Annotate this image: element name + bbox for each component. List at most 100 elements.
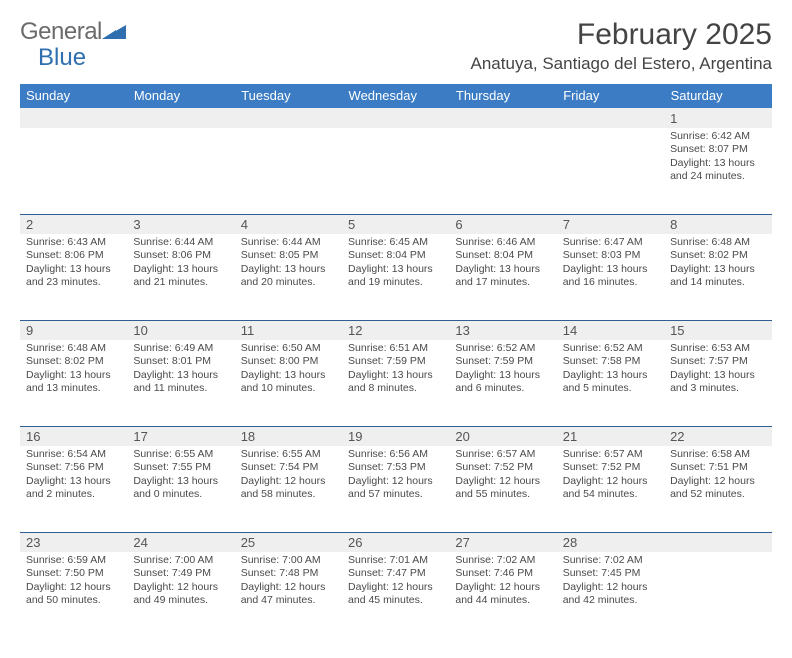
daylight-text: Daylight: 13 hours and 5 minutes.: [563, 369, 658, 396]
day-cell: Sunrise: 6:42 AMSunset: 8:07 PMDaylight:…: [664, 128, 771, 214]
sunrise-text: Sunrise: 6:54 AM: [26, 448, 121, 461]
daylight-text: Daylight: 13 hours and 2 minutes.: [26, 475, 121, 502]
day-number: 17: [133, 429, 147, 444]
day-cell: [342, 128, 449, 214]
day-detail: Sunrise: 6:47 AMSunset: 8:03 PMDaylight:…: [563, 236, 658, 290]
sunrise-text: Sunrise: 6:57 AM: [563, 448, 658, 461]
day-cell: Sunrise: 7:02 AMSunset: 7:45 PMDaylight:…: [557, 552, 664, 638]
day-detail: Sunrise: 6:55 AMSunset: 7:55 PMDaylight:…: [133, 448, 228, 502]
sunset-text: Sunset: 8:05 PM: [241, 249, 336, 262]
day-number-cell: [20, 108, 127, 128]
sunrise-text: Sunrise: 7:02 AM: [455, 554, 550, 567]
day-number-cell: 1: [664, 108, 771, 128]
daylight-text: Daylight: 13 hours and 3 minutes.: [670, 369, 765, 396]
sunset-text: Sunset: 7:52 PM: [563, 461, 658, 474]
day-cell: Sunrise: 6:44 AMSunset: 8:05 PMDaylight:…: [235, 234, 342, 320]
sunset-text: Sunset: 8:04 PM: [348, 249, 443, 262]
sunset-text: Sunset: 7:49 PM: [133, 567, 228, 580]
day-header: Tuesday: [235, 84, 342, 108]
sunset-text: Sunset: 8:06 PM: [26, 249, 121, 262]
day-number: 22: [670, 429, 684, 444]
daylight-text: Daylight: 13 hours and 13 minutes.: [26, 369, 121, 396]
day-number: 13: [455, 323, 469, 338]
sunset-text: Sunset: 7:53 PM: [348, 461, 443, 474]
day-cell: Sunrise: 7:00 AMSunset: 7:49 PMDaylight:…: [127, 552, 234, 638]
sunrise-text: Sunrise: 6:59 AM: [26, 554, 121, 567]
day-detail: Sunrise: 6:49 AMSunset: 8:01 PMDaylight:…: [133, 342, 228, 396]
sunset-text: Sunset: 7:46 PM: [455, 567, 550, 580]
day-cell: [557, 128, 664, 214]
sunset-text: Sunset: 7:59 PM: [455, 355, 550, 368]
sunrise-text: Sunrise: 6:44 AM: [133, 236, 228, 249]
day-number-cell: 9: [20, 320, 127, 340]
day-number-cell: [342, 108, 449, 128]
day-number-cell: 23: [20, 532, 127, 552]
day-cell: [20, 128, 127, 214]
day-cell: Sunrise: 6:56 AMSunset: 7:53 PMDaylight:…: [342, 446, 449, 532]
day-number: 21: [563, 429, 577, 444]
day-detail: Sunrise: 6:59 AMSunset: 7:50 PMDaylight:…: [26, 554, 121, 608]
day-number-cell: 22: [664, 426, 771, 446]
day-detail: Sunrise: 6:52 AMSunset: 7:58 PMDaylight:…: [563, 342, 658, 396]
sunrise-text: Sunrise: 6:57 AM: [455, 448, 550, 461]
sunset-text: Sunset: 7:54 PM: [241, 461, 336, 474]
day-cell: Sunrise: 6:46 AMSunset: 8:04 PMDaylight:…: [449, 234, 556, 320]
day-detail: Sunrise: 6:50 AMSunset: 8:00 PMDaylight:…: [241, 342, 336, 396]
day-cell: Sunrise: 6:48 AMSunset: 8:02 PMDaylight:…: [20, 340, 127, 426]
day-cell: Sunrise: 6:49 AMSunset: 8:01 PMDaylight:…: [127, 340, 234, 426]
daynum-row: 2345678: [20, 214, 772, 234]
week-row: Sunrise: 6:54 AMSunset: 7:56 PMDaylight:…: [20, 446, 772, 532]
daylight-text: Daylight: 12 hours and 57 minutes.: [348, 475, 443, 502]
day-cell: Sunrise: 6:44 AMSunset: 8:06 PMDaylight:…: [127, 234, 234, 320]
day-number-cell: 2: [20, 214, 127, 234]
day-detail: Sunrise: 6:48 AMSunset: 8:02 PMDaylight:…: [670, 236, 765, 290]
day-header: Friday: [557, 84, 664, 108]
sunrise-text: Sunrise: 6:47 AM: [563, 236, 658, 249]
sunrise-text: Sunrise: 7:00 AM: [241, 554, 336, 567]
day-detail: Sunrise: 7:00 AMSunset: 7:48 PMDaylight:…: [241, 554, 336, 608]
sunset-text: Sunset: 8:00 PM: [241, 355, 336, 368]
day-detail: Sunrise: 6:53 AMSunset: 7:57 PMDaylight:…: [670, 342, 765, 396]
sunset-text: Sunset: 8:02 PM: [26, 355, 121, 368]
daylight-text: Daylight: 13 hours and 24 minutes.: [670, 157, 765, 184]
day-cell: Sunrise: 6:48 AMSunset: 8:02 PMDaylight:…: [664, 234, 771, 320]
day-number-cell: [664, 532, 771, 552]
day-number: 10: [133, 323, 147, 338]
sunrise-text: Sunrise: 6:50 AM: [241, 342, 336, 355]
day-detail: Sunrise: 7:02 AMSunset: 7:45 PMDaylight:…: [563, 554, 658, 608]
day-cell: Sunrise: 6:59 AMSunset: 7:50 PMDaylight:…: [20, 552, 127, 638]
day-number-cell: 21: [557, 426, 664, 446]
day-detail: Sunrise: 6:44 AMSunset: 8:06 PMDaylight:…: [133, 236, 228, 290]
day-number-cell: [127, 108, 234, 128]
sunrise-text: Sunrise: 6:52 AM: [563, 342, 658, 355]
calendar-page: General February 2025 Anatuya, Santiago …: [0, 0, 792, 658]
day-cell: Sunrise: 7:00 AMSunset: 7:48 PMDaylight:…: [235, 552, 342, 638]
sunset-text: Sunset: 7:58 PM: [563, 355, 658, 368]
daynum-row: 1: [20, 108, 772, 128]
day-number: 11: [241, 323, 255, 338]
daylight-text: Daylight: 13 hours and 17 minutes.: [455, 263, 550, 290]
day-cell: Sunrise: 6:51 AMSunset: 7:59 PMDaylight:…: [342, 340, 449, 426]
sunrise-text: Sunrise: 6:55 AM: [133, 448, 228, 461]
sunset-text: Sunset: 7:57 PM: [670, 355, 765, 368]
day-number-cell: 13: [449, 320, 556, 340]
day-number: 14: [563, 323, 577, 338]
day-number-cell: 16: [20, 426, 127, 446]
daylight-text: Daylight: 13 hours and 20 minutes.: [241, 263, 336, 290]
day-header: Sunday: [20, 84, 127, 108]
day-number-cell: [235, 108, 342, 128]
day-number-cell: [449, 108, 556, 128]
day-detail: Sunrise: 6:55 AMSunset: 7:54 PMDaylight:…: [241, 448, 336, 502]
day-number-cell: 19: [342, 426, 449, 446]
day-number: 27: [455, 535, 469, 550]
day-number: 24: [133, 535, 147, 550]
day-cell: Sunrise: 6:57 AMSunset: 7:52 PMDaylight:…: [557, 446, 664, 532]
day-cell: [664, 552, 771, 638]
sunset-text: Sunset: 7:45 PM: [563, 567, 658, 580]
day-detail: Sunrise: 6:44 AMSunset: 8:05 PMDaylight:…: [241, 236, 336, 290]
day-number: 20: [455, 429, 469, 444]
day-number: 6: [455, 217, 462, 232]
daynum-row: 9101112131415: [20, 320, 772, 340]
sunset-text: Sunset: 8:01 PM: [133, 355, 228, 368]
week-row: Sunrise: 6:48 AMSunset: 8:02 PMDaylight:…: [20, 340, 772, 426]
